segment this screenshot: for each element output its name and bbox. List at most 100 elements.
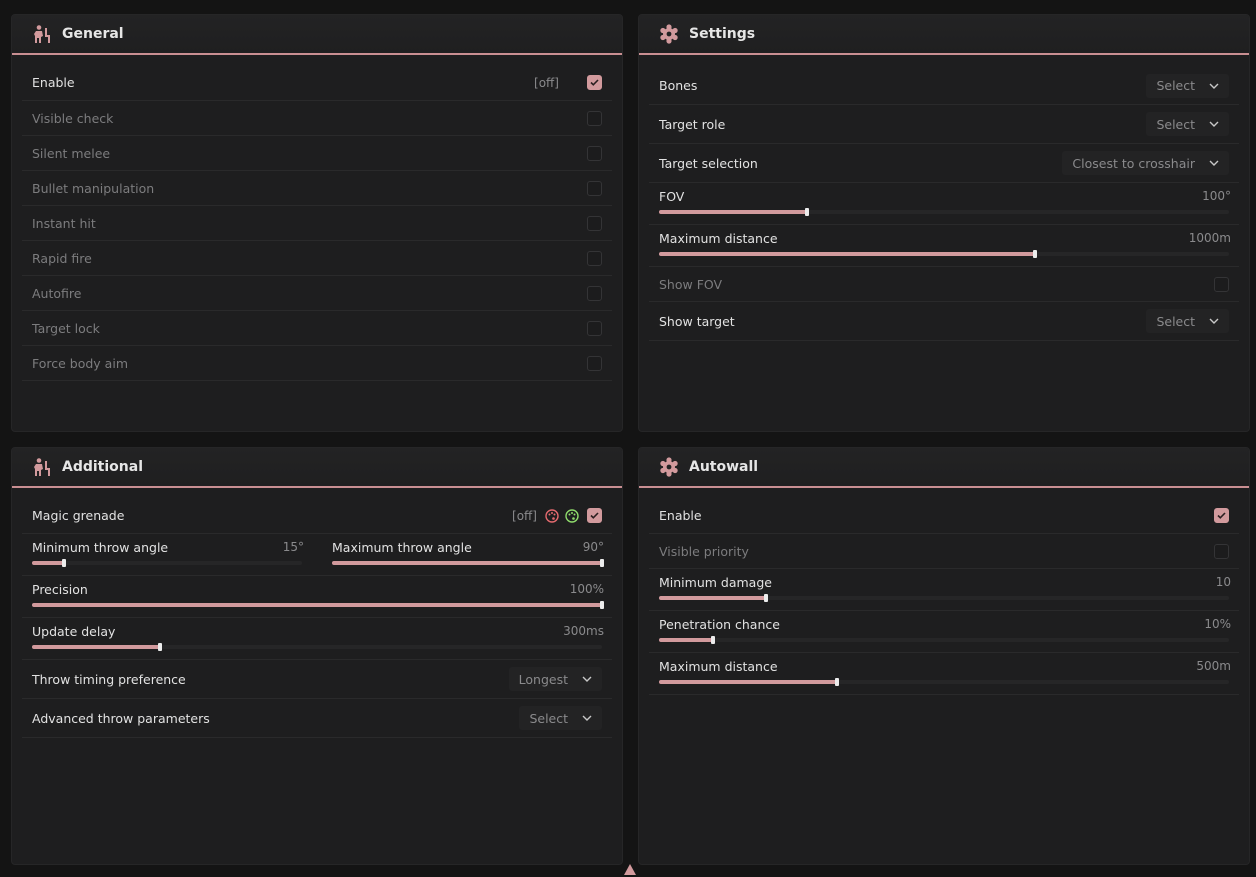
bullet-manipulation-checkbox[interactable] [587, 180, 602, 196]
slider-handle[interactable] [600, 601, 604, 609]
autowall-header: Autowall [639, 448, 1249, 488]
throw-timing-label: Throw timing preference [32, 671, 186, 687]
rapid-fire-row[interactable]: Rapid fire [22, 241, 612, 276]
instant-hit-checkbox[interactable] [587, 215, 602, 231]
additional-panel: Additional Magic grenade [off] Minimum t… [11, 447, 623, 865]
autowall-enable-label: Enable [659, 508, 702, 523]
slider-fill [659, 680, 838, 684]
slider-handle[interactable] [1033, 250, 1038, 258]
enable-checkbox[interactable] [587, 75, 602, 90]
additional-header: Additional [12, 448, 622, 488]
gear-icon [659, 24, 679, 44]
show-target-row: Show target Select [649, 302, 1239, 341]
slider-handle[interactable] [763, 594, 768, 602]
target-lock-checkbox[interactable] [587, 320, 602, 336]
slider-fill [659, 252, 1036, 256]
min-throw-angle-slider[interactable] [32, 559, 302, 567]
throw-angle-row: Minimum throw angle 15° Maximum throw an… [22, 534, 612, 576]
force-body-aim-row[interactable]: Force body aim [22, 346, 612, 381]
fov-value: 100° [1202, 189, 1231, 203]
penetration-value: 10% [1204, 617, 1231, 631]
palette-icon[interactable] [545, 508, 559, 523]
chevron-down-icon [582, 715, 592, 721]
slider-handle[interactable] [62, 559, 67, 567]
target-selection-select[interactable]: Closest to crosshair [1062, 151, 1229, 175]
fov-label: FOV [659, 189, 685, 204]
slider-fill [659, 210, 808, 214]
target-selection-label: Target selection [659, 155, 758, 171]
precision-slider-row: Precision 100% [22, 576, 612, 618]
autowall-max-distance-slider[interactable] [659, 678, 1229, 686]
precision-label: Precision [32, 582, 88, 597]
magic-grenade-checkbox[interactable] [587, 508, 602, 523]
target-lock-row[interactable]: Target lock [22, 311, 612, 346]
target-role-select[interactable]: Select [1146, 112, 1229, 136]
slider-fill [659, 596, 766, 600]
advanced-params-row: Advanced throw parameters Select [22, 699, 612, 738]
collapse-arrow-icon[interactable] [623, 862, 637, 876]
magic-grenade-row[interactable]: Magic grenade [off] [22, 488, 612, 534]
max-distance-slider[interactable] [659, 250, 1229, 258]
max-throw-angle-slider-row: Maximum throw angle 90° [322, 534, 612, 576]
penetration-slider[interactable] [659, 636, 1229, 644]
update-delay-value: 300ms [563, 624, 604, 638]
bullet-manipulation-row[interactable]: Bullet manipulation [22, 171, 612, 206]
slider-fill [32, 645, 161, 649]
autowall-enable-checkbox[interactable] [1214, 508, 1229, 523]
autowall-panel: Autowall Enable Visible priority Minimum… [638, 447, 1250, 865]
autofire-checkbox[interactable] [587, 285, 602, 301]
instant-hit-row[interactable]: Instant hit [22, 206, 612, 241]
keybind-tag[interactable]: [off] [512, 508, 537, 523]
show-target-select[interactable]: Select [1146, 309, 1229, 333]
max-throw-angle-slider[interactable] [332, 559, 604, 567]
bones-select-value: Select [1156, 78, 1195, 93]
update-delay-slider[interactable] [32, 643, 602, 651]
silent-melee-row[interactable]: Silent melee [22, 136, 612, 171]
target-role-label: Target role [659, 116, 726, 132]
slider-handle[interactable] [805, 208, 810, 216]
visible-check-checkbox[interactable] [587, 110, 602, 126]
min-damage-value: 10 [1215, 575, 1231, 589]
precision-slider[interactable] [32, 601, 604, 609]
visible-priority-checkbox[interactable] [1214, 543, 1229, 559]
fov-slider-row: FOV 100° [649, 183, 1239, 225]
settings-header: Settings [639, 15, 1249, 55]
keybind-tag[interactable]: [off] [534, 75, 559, 90]
min-damage-slider[interactable] [659, 594, 1229, 602]
enable-label: Enable [32, 75, 75, 90]
slider-fill [659, 638, 713, 642]
min-throw-angle-slider-row: Minimum throw angle 15° [22, 534, 312, 576]
palette-icon[interactable] [565, 508, 579, 523]
slider-handle[interactable] [835, 678, 840, 686]
slider-handle[interactable] [710, 636, 715, 644]
chevron-down-icon [1209, 83, 1219, 89]
silent-melee-label: Silent melee [32, 145, 111, 161]
autofire-row[interactable]: Autofire [22, 276, 612, 311]
fov-slider[interactable] [659, 208, 1229, 216]
force-body-aim-checkbox[interactable] [587, 355, 602, 371]
silent-melee-checkbox[interactable] [587, 145, 602, 161]
min-throw-angle-label: Minimum throw angle [32, 540, 169, 555]
panel-title: General [62, 26, 124, 42]
visible-check-row[interactable]: Visible check [22, 101, 612, 136]
show-fov-row[interactable]: Show FOV [649, 267, 1239, 302]
visible-priority-row[interactable]: Visible priority [649, 534, 1239, 569]
enable-row[interactable]: Enable [off] [22, 55, 612, 101]
slider-handle[interactable] [600, 559, 604, 567]
magic-grenade-label: Magic grenade [32, 508, 125, 523]
autowall-enable-row[interactable]: Enable [649, 488, 1239, 534]
chevron-down-icon [1209, 160, 1219, 166]
slider-handle[interactable] [158, 643, 163, 651]
settings-panel: Settings Bones Select Target role Select… [638, 14, 1250, 432]
show-fov-checkbox[interactable] [1214, 276, 1229, 292]
throw-timing-select[interactable]: Longest [508, 667, 602, 691]
slider-fill [32, 603, 602, 607]
instant-hit-label: Instant hit [32, 215, 96, 231]
target-selection-select-value: Closest to crosshair [1072, 155, 1195, 171]
rapid-fire-checkbox[interactable] [587, 250, 602, 266]
advanced-params-select[interactable]: Select [519, 706, 602, 730]
min-throw-angle-value: 15° [282, 540, 304, 554]
show-target-label: Show target [659, 313, 735, 329]
bones-select[interactable]: Select [1146, 73, 1229, 98]
bones-label: Bones [659, 78, 698, 93]
